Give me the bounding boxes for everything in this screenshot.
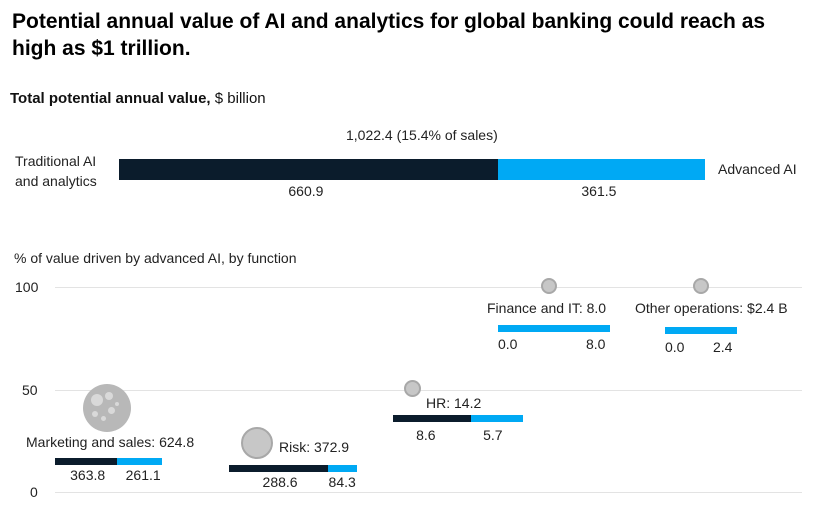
function-label: Marketing and sales: 624.8 (26, 434, 195, 450)
function-bubble (541, 278, 557, 294)
function-label: Finance and IT: 8.0 (487, 300, 607, 316)
y-tick-0: 0 (30, 484, 38, 500)
function-traditional-value: 288.6 (262, 474, 298, 490)
subtitle-bold: Total potential annual value, (10, 90, 211, 107)
chart-subtitle: Total potential annual value, $ billion (10, 90, 266, 107)
function-traditional-value: 0.0 (665, 339, 685, 355)
gridline-50 (55, 390, 802, 391)
function-traditional-bar (55, 458, 118, 465)
traditional-legend-label-1: Traditional AI (15, 153, 97, 169)
function-advanced-bar (498, 325, 610, 332)
function-bubble (693, 278, 709, 294)
total-traditional-bar (119, 159, 498, 180)
function-advanced-value: 2.4 (713, 339, 733, 355)
chart-title: Potential annual value of AI and analyti… (12, 10, 766, 60)
function-advanced-value: 8.0 (586, 336, 606, 352)
cluster-dot (100, 415, 106, 421)
gridline-0 (55, 492, 802, 493)
y-tick-100: 100 (15, 279, 39, 295)
function-advanced-bar (117, 458, 162, 465)
function-traditional-value: 8.6 (416, 427, 436, 443)
gridline-100 (55, 287, 802, 288)
cluster-dot (92, 411, 98, 417)
function-bubble (83, 384, 131, 432)
function-label: Risk: 372.9 (279, 439, 350, 455)
total-advanced-bar (497, 159, 705, 180)
function-traditional-value: 0.0 (498, 336, 518, 352)
function-bubble (403, 379, 421, 397)
traditional-legend-label-2: and analytics (15, 173, 97, 189)
function-traditional-bar (393, 415, 472, 422)
total-traditional-value: 660.9 (288, 183, 324, 199)
total-advanced-value: 361.5 (581, 183, 617, 199)
advanced-legend-label: Advanced AI (718, 161, 797, 177)
function-traditional-value: 363.8 (70, 467, 106, 483)
y-tick-50: 50 (22, 382, 38, 398)
function-bubble (241, 427, 273, 459)
y-axis-label: % of value driven by advanced AI, by fun… (14, 250, 297, 266)
function-label: Other operations: $2.4 B (635, 300, 788, 316)
function-advanced-value: 5.7 (483, 427, 503, 443)
function-traditional-bar (229, 465, 329, 472)
function-label: HR: 14.2 (426, 395, 482, 411)
function-advanced-value: 84.3 (328, 474, 356, 490)
function-advanced-bar (328, 465, 357, 472)
cluster-dot (107, 406, 115, 414)
cluster-dot (115, 402, 119, 406)
function-advanced-bar (471, 415, 523, 422)
subtitle-unit: $ billion (214, 90, 266, 107)
cluster-dot (105, 392, 113, 400)
total-label: 1,022.4 (15.4% of sales) (346, 127, 498, 143)
function-advanced-bar (665, 327, 737, 334)
function-advanced-value: 261.1 (125, 467, 161, 483)
cluster-dot (91, 394, 103, 406)
